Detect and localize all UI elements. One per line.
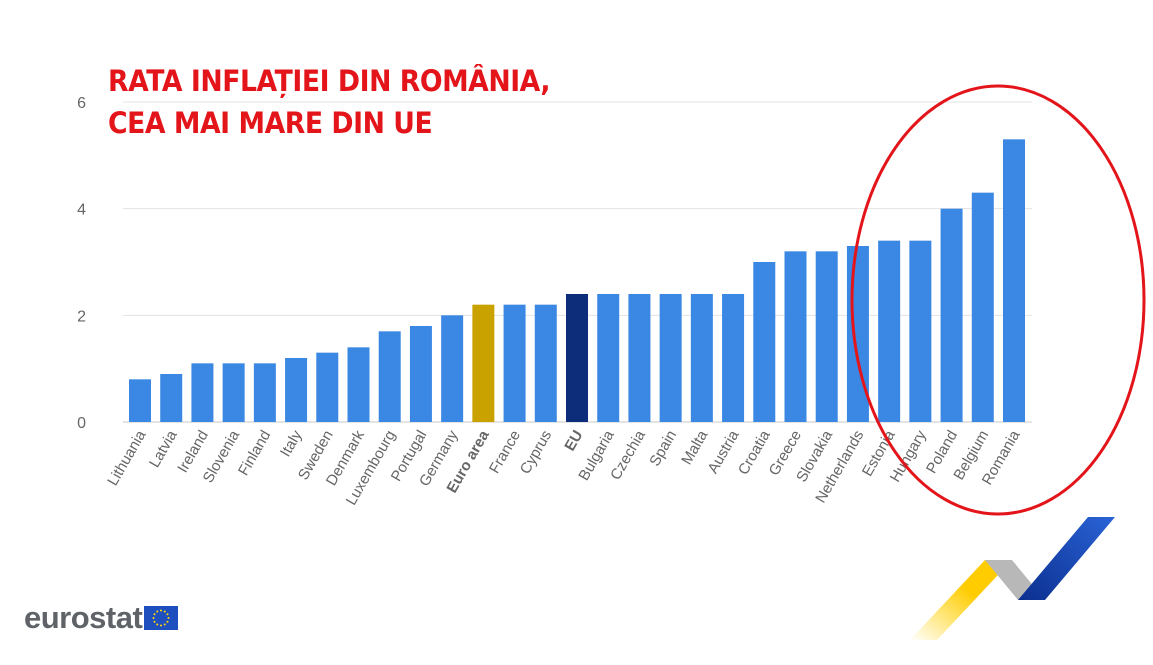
eurostat-logo: eurostat (24, 600, 179, 636)
x-tick-label: EU (561, 428, 586, 455)
star-icon (156, 623, 159, 626)
x-tick-label: Cyprus (517, 428, 555, 478)
bar-eu[interactable] (566, 294, 588, 422)
bar-denmark[interactable] (347, 347, 370, 422)
bar-france[interactable] (503, 304, 526, 422)
bar-sweden[interactable] (316, 352, 339, 422)
bar-luxembourg[interactable] (378, 331, 401, 422)
bar-greece[interactable] (784, 251, 807, 422)
bar-lithuania[interactable] (129, 379, 151, 422)
bar-italy[interactable] (285, 358, 308, 422)
eurostat-chevron-icon (910, 517, 1115, 640)
y-tick-label: 6 (77, 95, 86, 112)
star-icon (164, 610, 167, 613)
bar-hungary[interactable] (909, 240, 932, 422)
bar-spain[interactable] (659, 294, 682, 422)
bar-euro-area[interactable] (472, 304, 495, 422)
bar-austria[interactable] (722, 294, 745, 422)
headline-line-2: CEA MAI MARE DIN UE (108, 106, 433, 140)
x-tick-label: Malta (678, 427, 711, 468)
eu-flag-icon (144, 606, 179, 630)
bar-poland[interactable] (940, 208, 963, 422)
bar-cyprus[interactable] (534, 304, 557, 422)
bar-netherlands[interactable] (846, 246, 869, 422)
bar-malta[interactable] (690, 294, 713, 422)
bar-croatia[interactable] (753, 262, 776, 422)
bar-czechia[interactable] (628, 294, 651, 422)
headline-line-1: RATA INFLAȚIEI DIN ROMÂNIA, (108, 64, 551, 98)
star-icon (153, 620, 156, 623)
bar-germany[interactable] (441, 315, 464, 422)
y-tick-label: 2 (77, 308, 86, 325)
highlight-ellipse (850, 84, 1146, 516)
x-tick-label: Italy (277, 427, 306, 460)
star-icon (156, 610, 159, 613)
x-tick-label: Lithuania (104, 427, 149, 489)
bar-ireland[interactable] (191, 363, 214, 422)
bar-belgium[interactable] (971, 192, 994, 422)
star-icon (160, 624, 163, 627)
star-icon (166, 620, 169, 623)
bar-estonia[interactable] (878, 240, 901, 422)
y-tick-label: 4 (77, 202, 86, 219)
bar-slovenia[interactable] (222, 363, 245, 422)
star-icon (166, 613, 169, 616)
bar-finland[interactable] (253, 363, 276, 422)
headline: RATA INFLAȚIEI DIN ROMÂNIA, CEA MAI MARE… (108, 60, 551, 144)
star-icon (152, 617, 155, 619)
star-icon (167, 617, 170, 619)
bar-slovakia[interactable] (815, 251, 838, 422)
x-tick-label: Spain (646, 428, 680, 470)
bar-latvia[interactable] (160, 374, 183, 422)
bar-romania[interactable] (1003, 139, 1025, 423)
bar-portugal[interactable] (409, 326, 432, 422)
star-icon (153, 613, 156, 616)
logo-text: eurostat (24, 600, 143, 635)
bar-bulgaria[interactable] (597, 294, 620, 422)
star-icon (164, 623, 167, 626)
star-icon (160, 609, 163, 612)
y-tick-label: 0 (77, 415, 86, 432)
